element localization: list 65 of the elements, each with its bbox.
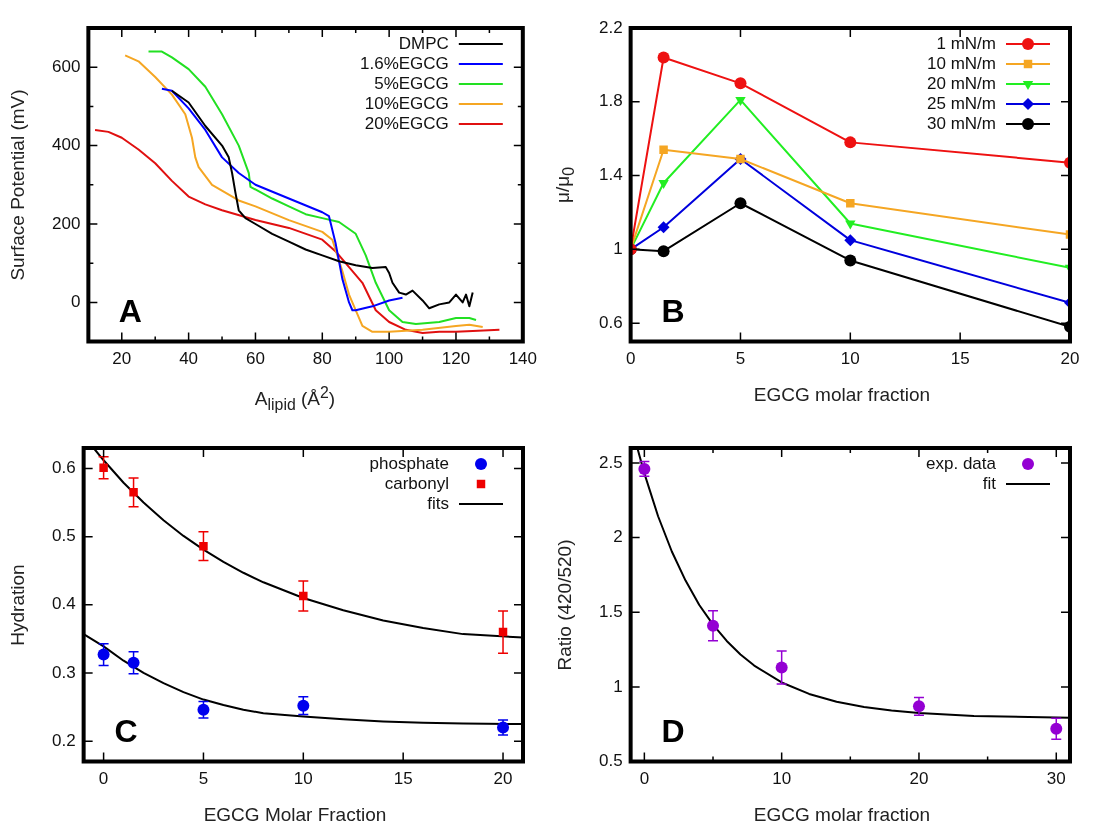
- x-tick-label: 5: [735, 349, 746, 369]
- legend-label: fits: [427, 493, 449, 513]
- y-tick-label: 0.6: [51, 458, 76, 478]
- x-tick-label: 5: [198, 769, 209, 789]
- x-tick-label: 100: [374, 349, 404, 369]
- y-tick-label: 1: [613, 676, 623, 696]
- y-tick-label: 0.3: [51, 662, 76, 682]
- y-tick-label: 0.2: [51, 730, 76, 750]
- x-tick-label: 10: [840, 349, 860, 369]
- y-tick-label: 2.2: [598, 17, 623, 37]
- legend-label: 30 mN/m: [927, 113, 996, 133]
- y-tick-label: 1: [613, 239, 623, 259]
- annotation: A: [118, 292, 142, 329]
- x-tick-label: 40: [179, 349, 199, 369]
- x-tick-label: 20: [909, 769, 929, 789]
- x-tick-label: 60: [246, 349, 265, 369]
- legend-label: exp. data: [926, 453, 997, 473]
- legend-label: 5%EGCG: [374, 73, 449, 93]
- legend-label: 10%EGCG: [364, 93, 449, 113]
- x-tick-label: 0: [98, 769, 109, 789]
- x-tick-label: 10: [772, 769, 792, 789]
- legend-label: 20 mN/m: [927, 73, 996, 93]
- annotation: C: [114, 712, 138, 749]
- x-tick-label: 15: [950, 349, 970, 369]
- x-axis-title: EGCG Molar Fraction: [202, 804, 388, 826]
- y-tick-label: 0.5: [598, 751, 623, 771]
- legend-label: carbonyl: [384, 473, 449, 493]
- x-tick-label: 20: [112, 349, 132, 369]
- y-tick-label: 400: [51, 135, 81, 155]
- legend-label: fit: [982, 473, 997, 493]
- legend-label: 1.6%EGCG: [360, 53, 449, 73]
- x-tick-label: 20: [493, 769, 513, 789]
- y-tick-label: 1.8: [598, 91, 623, 111]
- y-tick-label: 600: [51, 56, 81, 76]
- y-tick-label: 0.4: [51, 594, 76, 614]
- annotation: B: [661, 292, 685, 329]
- y-tick-label: 1.5: [598, 601, 623, 621]
- x-tick-label: 10: [293, 769, 313, 789]
- x-axis-title: EGCG molar fraction: [752, 804, 932, 826]
- y-axis-title: Surface Potential (mV): [7, 89, 29, 281]
- legend-label: 20%EGCG: [364, 113, 449, 133]
- y-tick-label: 0.5: [51, 526, 76, 546]
- x-tick-label: 0: [639, 769, 650, 789]
- y-tick-label: 2.5: [598, 452, 623, 472]
- x-tick-label: 120: [441, 349, 471, 369]
- legend-label: 25 mN/m: [927, 93, 996, 113]
- y-tick-label: 0.6: [598, 312, 623, 332]
- x-tick-label: 80: [312, 349, 332, 369]
- y-tick-label: 200: [51, 213, 81, 233]
- legend-label: DMPC: [398, 33, 449, 53]
- y-axis-title: Hydration: [7, 564, 29, 646]
- y-axis-title: Ratio (420/520): [554, 539, 576, 671]
- y-tick-label: 0: [70, 292, 81, 312]
- legend-label: 1 mN/m: [936, 33, 996, 53]
- x-axis-title: EGCG molar fraction: [752, 384, 932, 406]
- y-tick-label: 1.4: [598, 165, 623, 185]
- x-tick-label: 30: [1046, 769, 1066, 789]
- annotation: D: [661, 712, 685, 749]
- x-tick-label: 15: [393, 769, 413, 789]
- x-tick-label: 20: [1060, 349, 1080, 369]
- x-axis-title: A$_{lipid}$ (Å$^{2}$): [253, 384, 337, 415]
- legend-label: 10 mN/m: [927, 53, 996, 73]
- y-tick-label: 2: [613, 527, 623, 547]
- legend-label: phosphate: [369, 453, 449, 473]
- x-tick-label: 140: [508, 349, 538, 369]
